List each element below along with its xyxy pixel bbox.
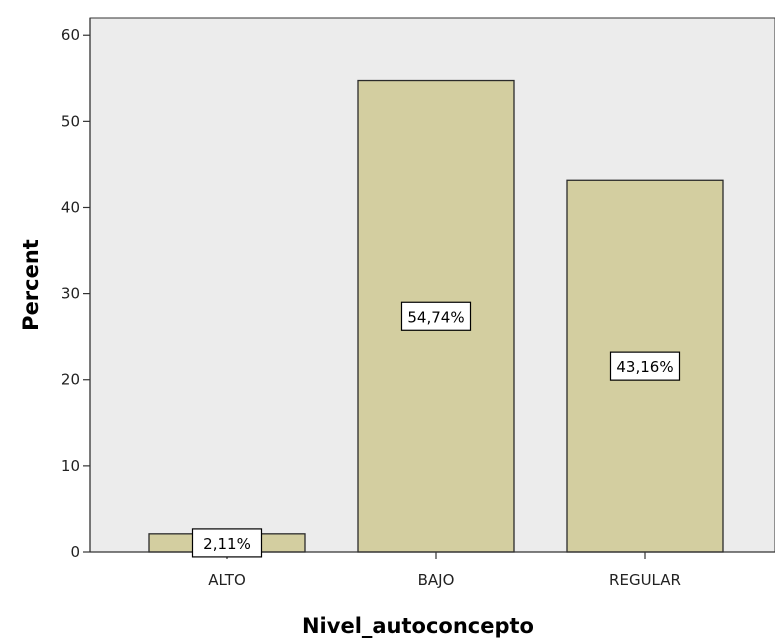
x-tick-label: BAJO xyxy=(418,571,455,589)
x-tick-label: ALTO xyxy=(208,571,246,589)
y-tick-label: 60 xyxy=(61,26,80,44)
data-labels: 2,11% 54,74% 43,16% xyxy=(191,301,681,558)
y-axis-title: Percent xyxy=(19,239,43,331)
data-label-box xyxy=(400,301,472,331)
y-tick-label: 20 xyxy=(61,371,80,389)
y-tick-label: 30 xyxy=(61,285,80,303)
y-tick-label: 40 xyxy=(61,198,80,216)
y-tick-label: 0 xyxy=(70,543,80,561)
data-label: 2,11% xyxy=(203,535,251,553)
y-axis-ticks: 0 10 20 30 40 50 60 xyxy=(61,26,90,561)
data-label: 43,16% xyxy=(616,358,673,376)
y-tick-label: 50 xyxy=(61,112,80,130)
x-axis-title: Nivel_autoconcepto xyxy=(302,614,534,638)
y-tick-label: 10 xyxy=(61,457,80,475)
data-label: 54,74% xyxy=(407,308,464,326)
data-label-box xyxy=(609,351,681,381)
data-label-box xyxy=(191,528,263,558)
x-tick-label: REGULAR xyxy=(609,571,681,589)
x-axis-ticks: ALTO BAJO REGULAR xyxy=(208,552,681,589)
